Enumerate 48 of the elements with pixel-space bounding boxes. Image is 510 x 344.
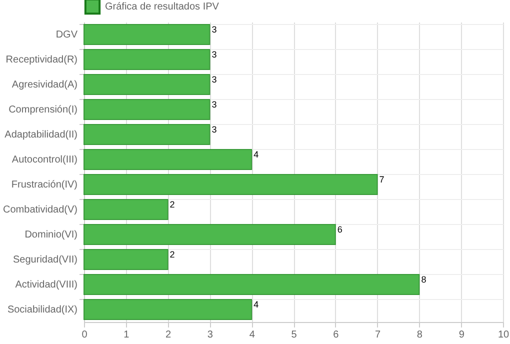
data-label: 3 <box>212 50 217 60</box>
data-label: 3 <box>212 124 217 134</box>
bar <box>84 149 252 170</box>
bar <box>84 274 420 295</box>
bar <box>84 224 336 245</box>
data-label: 7 <box>379 174 384 184</box>
y-tick-label: DGV <box>56 30 78 40</box>
y-tick-label: Agresividad(A) <box>12 80 78 90</box>
x-tick-label: 5 <box>291 330 298 340</box>
y-tick-label: Seguridad(VII) <box>13 254 78 266</box>
x-tick-label: 6 <box>333 330 340 340</box>
x-tick-label: 7 <box>375 330 382 340</box>
y-tick-label: Frustración(IV) <box>11 180 78 190</box>
x-tick-label: 2 <box>166 330 172 340</box>
bar <box>84 99 210 120</box>
bar <box>84 24 210 45</box>
legend-label: Gráfica de resultados IPV <box>105 2 220 12</box>
x-tick-label: 8 <box>416 330 423 340</box>
bar <box>84 124 210 145</box>
x-tick-label: 0 <box>82 330 88 340</box>
data-label: 3 <box>212 100 217 110</box>
y-tick-label: Sociabilidad(IX) <box>7 304 78 316</box>
data-label: 8 <box>421 274 426 284</box>
bar <box>84 174 378 195</box>
x-tick-label: 1 <box>124 330 130 340</box>
data-label: 3 <box>212 74 217 84</box>
data-label: 2 <box>170 200 175 210</box>
data-label: 3 <box>212 24 217 34</box>
y-tick-label: Autocontrol(III) <box>12 154 78 166</box>
x-tick-label: 3 <box>207 330 214 340</box>
data-label: 2 <box>170 250 175 260</box>
y-tick-label: Receptividad(R) <box>6 54 78 66</box>
y-tick-label: Comprensión(I) <box>8 104 78 116</box>
bar <box>84 74 210 95</box>
data-label: 6 <box>337 224 342 234</box>
data-label: 4 <box>254 150 259 160</box>
y-tick-label: Dominio(VI) <box>24 230 78 240</box>
x-tick-label: 9 <box>458 330 465 340</box>
x-tick-label: 10 <box>498 330 510 340</box>
y-tick-label: Combatividad(V) <box>3 204 78 216</box>
bar <box>84 49 210 70</box>
y-tick-label: Adaptabilidad(II) <box>4 130 78 140</box>
bar <box>84 199 168 220</box>
y-tick-label: Actividad(VIII) <box>15 280 78 290</box>
x-tick-label: 4 <box>249 330 256 340</box>
bar <box>84 249 168 270</box>
data-label: 4 <box>254 300 259 310</box>
bar <box>84 299 252 320</box>
